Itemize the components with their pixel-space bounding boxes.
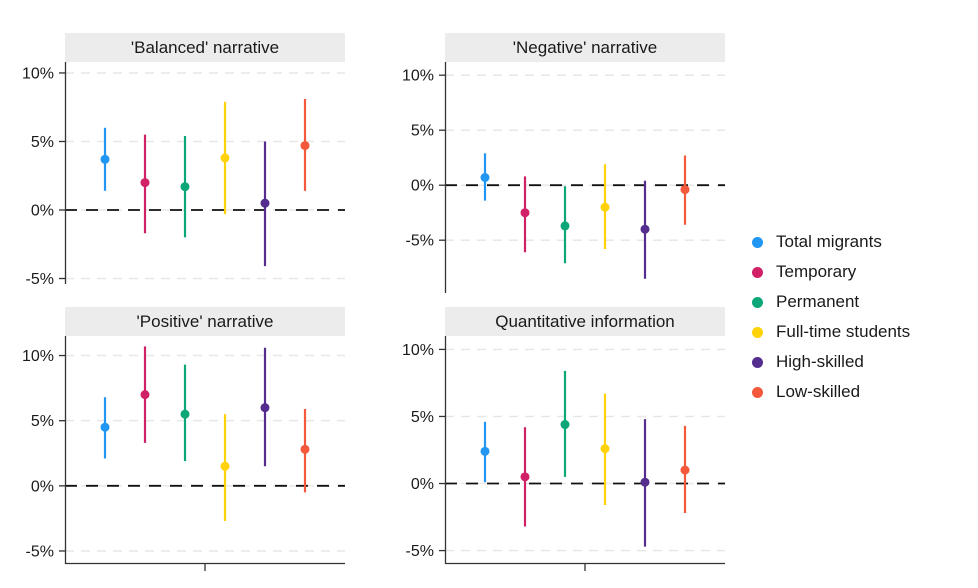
svg-text:10%: 10% [402,68,434,85]
panel-plot-quantitative: 10% 5% 0% -5% [402,336,725,571]
legend-dot-icon [752,326,763,338]
legend-item-permanent: Permanent [752,287,910,317]
svg-text:5%: 5% [411,409,434,426]
legend-item-full-time-students: Full-time students [752,317,910,347]
legend-dot-icon [752,386,763,398]
legend-label: Low-skilled [776,382,861,401]
legend-label: Full-time students [776,322,911,341]
legend-item-temporary: Temporary [752,257,910,287]
legend-label: Temporary [776,262,857,281]
legend-label: High-skilled [776,352,864,371]
svg-text:0%: 0% [411,476,434,493]
legend-dot-icon [752,236,763,248]
svg-text:0%: 0% [31,203,54,220]
panel-title-balanced: 'Balanced' narrative [65,33,345,62]
legend-dot-icon [752,296,763,308]
svg-text:-5%: -5% [406,543,434,560]
panel-plot-balanced: 10% 5% 0% -5% [22,62,345,288]
panel-title-negative: 'Negative' narrative [445,33,725,62]
svg-text:-5%: -5% [26,271,54,288]
legend-dot-icon [752,356,763,368]
svg-text:5%: 5% [411,123,434,140]
legend-dot-icon [752,266,763,278]
legend: Total migrants Temporary Permanent Full-… [752,227,910,407]
panel-title-positive: 'Positive' narrative [65,307,345,336]
svg-text:10%: 10% [22,65,54,82]
svg-text:0%: 0% [411,178,434,195]
svg-text:-5%: -5% [26,543,54,560]
legend-item-total-migrants: Total migrants [752,227,910,257]
svg-text:10%: 10% [402,342,434,359]
svg-text:0%: 0% [31,478,54,495]
svg-text:5%: 5% [31,413,54,430]
panel-plot-positive: 10% 5% 0% -5% [22,336,345,571]
panel-title-quantitative: Quantitative information [445,307,725,336]
legend-label: Permanent [776,292,860,311]
legend-item-high-skilled: High-skilled [752,347,910,377]
svg-text:-5%: -5% [406,233,434,250]
legend-label: Total migrants [776,232,882,251]
legend-item-low-skilled: Low-skilled [752,377,910,407]
svg-text:10%: 10% [22,348,54,365]
panel-plot-negative: 10% 5% 0% -5% [402,62,725,293]
svg-text:5%: 5% [31,134,54,151]
